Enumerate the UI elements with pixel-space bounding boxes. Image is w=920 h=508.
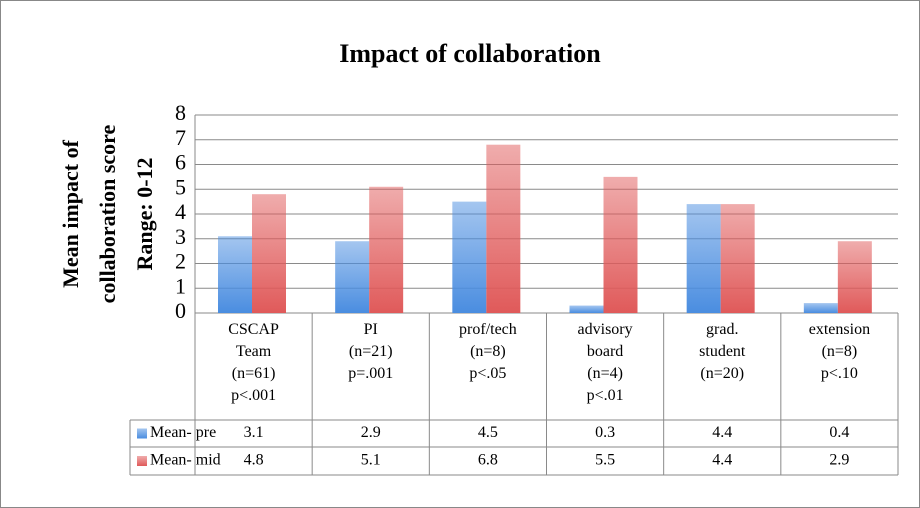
bar bbox=[252, 194, 286, 313]
bar bbox=[569, 305, 604, 313]
table-value: 4.8 bbox=[244, 452, 264, 469]
table-value: 5.1 bbox=[361, 452, 381, 469]
y-axis-label: Mean impact of collaboration score Range: … bbox=[58, 124, 157, 303]
x-tick-label: extension (n=8) p<.10 bbox=[809, 321, 870, 382]
table-value: 0.4 bbox=[829, 424, 849, 441]
table-value: 4.4 bbox=[712, 452, 732, 469]
table-value: 6.8 bbox=[478, 452, 498, 469]
bar bbox=[603, 176, 638, 313]
x-tick-label: CSCAP Team (n=61) p<.001 bbox=[228, 321, 279, 404]
legend-key bbox=[137, 428, 147, 439]
bar bbox=[720, 204, 755, 313]
table-value: 2.9 bbox=[829, 452, 849, 469]
y-axis-label-line: Mean impact of bbox=[58, 139, 83, 288]
x-tick-label: PI (n=21) p=.001 bbox=[348, 321, 393, 382]
legend-key bbox=[137, 456, 147, 466]
bar bbox=[369, 186, 404, 313]
y-tick-label: 6 bbox=[175, 150, 186, 175]
y-tick-label: 7 bbox=[175, 125, 186, 150]
bar bbox=[452, 201, 487, 313]
y-tick-label: 0 bbox=[175, 298, 186, 323]
x-tick-label: advisory board (n=4) p<.01 bbox=[578, 321, 633, 404]
bar bbox=[335, 241, 370, 313]
table-value: 5.5 bbox=[595, 452, 615, 469]
y-tick-label: 2 bbox=[175, 249, 186, 274]
y-axis-label-line: Range: 0-12 bbox=[132, 157, 157, 270]
bar bbox=[486, 144, 521, 313]
table-value: 4.4 bbox=[712, 424, 732, 441]
y-tick-label: 4 bbox=[175, 199, 186, 224]
chart-title: Impact of collaboration bbox=[339, 39, 601, 68]
bar bbox=[803, 303, 838, 313]
x-tick-label: prof/tech (n=8) p<.05 bbox=[459, 321, 517, 382]
y-tick-label: 8 bbox=[175, 100, 186, 125]
table-value: 2.9 bbox=[361, 424, 381, 441]
y-axis-label-line: collaboration score bbox=[95, 124, 120, 303]
x-tick-label: grad. student (n=20) bbox=[699, 321, 746, 382]
legend-label: Mean- pre bbox=[150, 424, 216, 441]
y-tick-label: 1 bbox=[175, 273, 186, 298]
legend-label: Mean- mid bbox=[150, 452, 221, 469]
y-tick-label: 5 bbox=[175, 174, 186, 199]
bar bbox=[837, 241, 872, 313]
bar bbox=[686, 204, 721, 313]
table-value: 0.3 bbox=[595, 424, 615, 441]
table-value: 3.1 bbox=[244, 424, 264, 441]
y-tick-label: 3 bbox=[175, 224, 186, 249]
table-value: 4.5 bbox=[478, 424, 498, 441]
bar bbox=[218, 236, 252, 313]
